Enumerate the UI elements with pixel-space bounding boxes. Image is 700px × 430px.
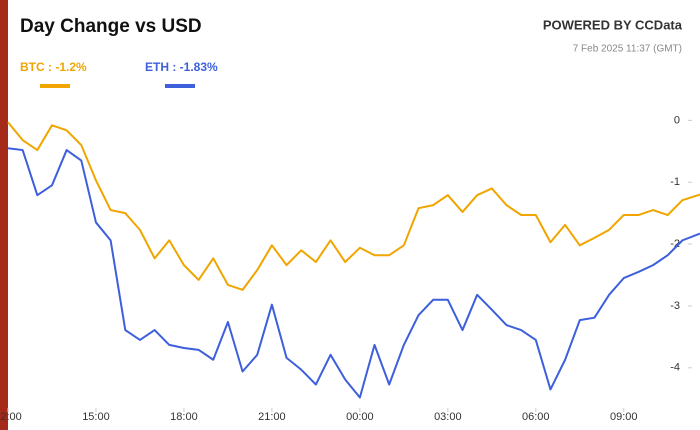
y-tick-label: -3 (670, 300, 680, 312)
edge-bar (0, 0, 8, 430)
legend-label: BTC : -1.2% (20, 60, 87, 74)
brand: POWERED BY CCData (543, 17, 683, 32)
timestamp: 7 Feb 2025 11:37 (GMT) (573, 44, 682, 55)
y-tick-label: -1 (670, 176, 680, 188)
x-tick-label: 15:00 (82, 411, 110, 423)
x-tick-label: 09:00 (610, 411, 638, 423)
x-tick-label: 12:00 (0, 411, 22, 423)
y-tick-label: -2 (670, 238, 680, 250)
legend-label: ETH : -1.83% (145, 60, 218, 74)
chart-title: Day Change vs USD (20, 16, 202, 37)
y-tick-label: 0 (674, 114, 680, 126)
x-tick-label: 21:00 (258, 411, 286, 423)
x-tick-label: 06:00 (522, 411, 550, 423)
x-tick-label: 00:00 (346, 411, 374, 423)
series-line (7, 121, 700, 291)
x-tick-label: 18:00 (170, 411, 198, 423)
series-line (7, 147, 700, 399)
y-tick-label: -4 (670, 362, 680, 374)
x-tick-label: 03:00 (434, 411, 462, 423)
